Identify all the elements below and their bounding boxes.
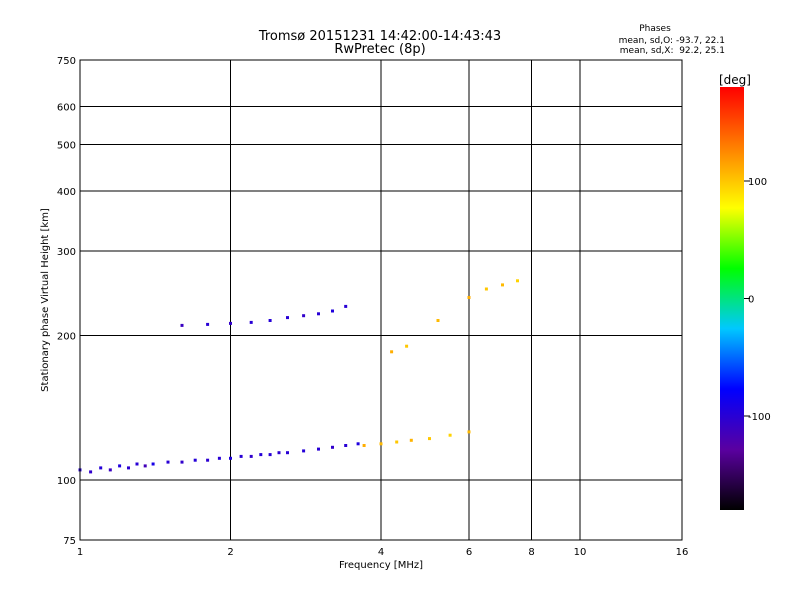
scatter-point [118, 464, 122, 468]
scatter-point [317, 312, 320, 316]
y-tick-label: 750 [57, 56, 76, 67]
scatter-point [362, 444, 366, 447]
scatter-point [302, 314, 306, 318]
x-tick-label: 4 [378, 547, 384, 558]
colorbar-tick-label: -100 [748, 412, 771, 423]
scatter-point [448, 433, 452, 437]
x-tick-label: 6 [466, 547, 472, 558]
x-tick-label: 8 [528, 547, 534, 558]
x-axis-ticks: 1 2 4 6 8 10 16 [77, 547, 689, 558]
colorbar-label: [deg] [719, 73, 751, 87]
scatter-point [379, 442, 383, 446]
scatter-point [302, 449, 306, 453]
scatter-point [356, 442, 360, 446]
scatter-point [180, 323, 184, 327]
scatter-point [467, 296, 471, 299]
chart-subtitle: RwPretec (8p) [334, 42, 425, 57]
scatter-point [99, 466, 103, 470]
scatter-point [135, 462, 139, 466]
y-tick-label: 75 [63, 536, 76, 547]
scatter-point [501, 283, 504, 287]
scatter-point [249, 454, 253, 458]
colorbar [720, 87, 744, 510]
scatter-point [331, 309, 334, 313]
scatter-point [229, 456, 232, 460]
scatter-point [286, 316, 289, 320]
plot-frame [79, 59, 683, 541]
scatter-point [277, 451, 281, 455]
scatter-point [127, 466, 130, 470]
scatter-point [206, 458, 210, 462]
stats-o-mode: mean, sd,O: -93.7, 22.1 [619, 36, 725, 46]
y-axis-label: Stationary phase Virtual Height [km] [40, 208, 51, 392]
scatter-point [405, 344, 409, 348]
scatter-point [89, 470, 93, 474]
grid-lines [80, 60, 682, 540]
y-tick-label: 500 [57, 141, 76, 152]
chart-title: Tromsø 20151231 14:42:00-14:43:43 [258, 29, 501, 44]
colorbar-tick-label: 100 [748, 177, 767, 188]
stats-x-mode: mean, sd,X: 92.2, 25.1 [620, 46, 725, 56]
scatter-point [143, 464, 147, 468]
scatter-point [166, 460, 170, 464]
scatter-point [249, 320, 253, 324]
scatter-point [286, 451, 289, 455]
x-tick-label: 16 [676, 547, 689, 558]
scatter-point [229, 321, 232, 325]
scatter-point [344, 304, 348, 308]
scatter-point [436, 319, 440, 322]
scatter-point [484, 287, 488, 291]
x-tick-label: 10 [574, 547, 587, 558]
colorbar-tick-label: 0 [748, 295, 754, 306]
scatter-point [151, 462, 155, 466]
scatter-point [467, 430, 471, 434]
y-tick-label: 400 [57, 187, 76, 198]
scatter-point [268, 453, 272, 457]
x-tick-label: 2 [227, 547, 233, 558]
scatter-point [268, 319, 272, 322]
scatter-point [344, 444, 348, 447]
scatter-point [516, 279, 519, 283]
scatter-point [395, 440, 399, 444]
x-tick-label: 1 [77, 547, 83, 558]
y-axis-ticks: 75 100 200 300 400 500 600 750 [57, 56, 76, 547]
scatter-point [259, 453, 263, 457]
scatter-point [217, 456, 221, 460]
scatter-point [331, 445, 334, 449]
scatter-point [206, 322, 210, 326]
scatter-point [428, 437, 431, 441]
scatter-point [317, 447, 320, 451]
scatter-point [239, 454, 243, 458]
x-axis-label: Frequency [MHz] [339, 560, 423, 571]
scatter-point [180, 460, 184, 464]
stats-heading: Phases [639, 24, 671, 34]
y-tick-label: 600 [57, 103, 76, 114]
y-tick-label: 300 [57, 247, 76, 258]
scatter-point [193, 458, 197, 462]
colorbar-ticks: 100 0 -100 [744, 177, 771, 423]
y-tick-label: 100 [57, 476, 76, 487]
data-points [78, 279, 519, 474]
scatter-point [390, 350, 394, 354]
scatter-point [409, 438, 413, 442]
y-tick-label: 200 [57, 332, 76, 343]
scatter-point [108, 468, 112, 472]
